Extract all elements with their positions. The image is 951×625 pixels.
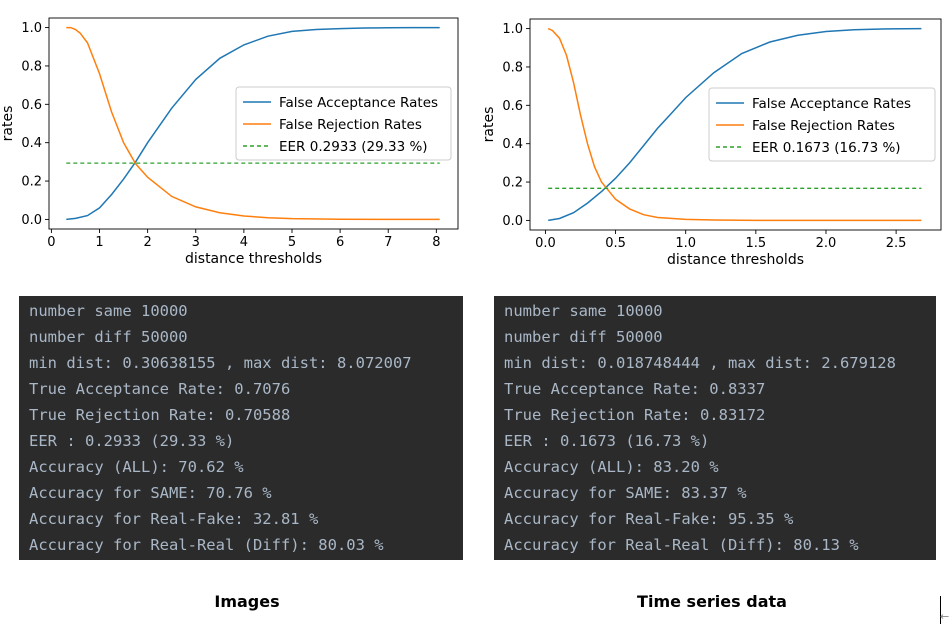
y-tick-label: 0.6 [21, 98, 42, 113]
caption-time-series: Time series data [637, 592, 787, 611]
y-tick-label: 0.8 [21, 59, 42, 74]
console-line-true-rejection: True Rejection Rate: 0.70588 [29, 406, 291, 424]
series-line-1 [547, 27, 922, 222]
x-tick-label: 3 [192, 235, 200, 250]
console-output-time-series: number same 10000 number diff 50000 min … [494, 296, 936, 560]
y-tick-label: 1.0 [502, 22, 523, 37]
console-line-accuracy-real-fake: Accuracy for Real-Fake: 32.81 % [29, 506, 463, 532]
y-tick-label: 0.0 [21, 213, 42, 228]
x-axis-label: distance thresholds [667, 252, 804, 268]
x-tick-label: 2.0 [816, 236, 837, 251]
console-line-min-max-dist: min dist: 0.018748444 , max dist: 2.6791… [504, 354, 896, 372]
console-line-prefix: Accuracy for [29, 510, 151, 528]
y-tick-label: 0.4 [502, 137, 523, 152]
console-line-accuracy-real-real: Accuracy for Real-Real (Diff): 80.03 % [29, 536, 384, 554]
console-line-accuracy-same: Accuracy for SAME: 83.37 % [504, 484, 747, 502]
x-tick-label: 0 [47, 235, 55, 250]
y-tick-label: 0.2 [21, 175, 42, 190]
x-tick-label: 1.5 [745, 236, 766, 251]
x-tick-label: 5 [288, 235, 296, 250]
legend-label-1: False Rejection Rates [752, 118, 895, 134]
console-line-min-max-dist: min dist: 0.30638155 , max dist: 8.07200… [29, 354, 412, 372]
highlighted-real-fake-accuracy: Real-Fake: 32.81 % [150, 506, 318, 532]
console-line-eer: EER : 0.2933 (29.33 %) [29, 432, 235, 450]
x-tick-label: 2 [144, 235, 152, 250]
y-axis-label: rates [0, 106, 16, 142]
arrow-left-icon: ← [940, 610, 950, 623]
highlighted-real-fake-accuracy: Real-Fake: 95.35 % [625, 506, 793, 532]
legend-label-0: False Acceptance Rates [752, 96, 911, 112]
x-axis-label: distance thresholds [185, 251, 322, 267]
divider-mark [940, 596, 941, 624]
axes-frame [529, 18, 942, 231]
legend-label-2: EER 0.2933 (29.33 %) [279, 139, 428, 155]
console-line-accuracy-real-fake: Accuracy for Real-Fake: 95.35 % [504, 506, 936, 532]
console-line-diff-count: number diff 50000 [29, 328, 188, 346]
console-line-same-count: number same 10000 [29, 302, 188, 320]
console-line-true-rejection: True Rejection Rate: 0.83172 [504, 406, 766, 424]
x-tick-label: 1 [95, 235, 103, 250]
legend-box [708, 87, 936, 162]
console-line-true-acceptance: True Acceptance Rate: 0.8337 [504, 380, 766, 398]
legend-box [235, 86, 452, 161]
x-tick-label: 8 [432, 235, 440, 250]
x-tick-label: 0.5 [605, 236, 626, 251]
console-line-accuracy-real-real: Accuracy for Real-Real (Diff): 80.13 % [504, 536, 859, 554]
x-tick-label: 1.0 [675, 236, 696, 251]
series-line-1 [66, 26, 440, 221]
legend: False Acceptance Rates False Rejection Ra… [708, 87, 936, 162]
y-tick-label: 0.6 [502, 99, 523, 114]
console-line-accuracy-all: Accuracy (ALL): 83.20 % [504, 458, 719, 476]
console-line-accuracy-all: Accuracy (ALL): 70.62 % [29, 458, 244, 476]
y-tick-label: 0.4 [21, 136, 42, 151]
legend: False Acceptance Rates False Rejection Ra… [235, 86, 452, 161]
console-line-accuracy-same: Accuracy for SAME: 70.76 % [29, 484, 272, 502]
legend-label-2: EER 0.1673 (16.73 %) [752, 140, 901, 156]
console-line-eer: EER : 0.1673 (16.73 %) [504, 432, 710, 450]
caption-images: Images [214, 592, 280, 611]
series-line-0 [548, 27, 922, 222]
x-tick-label: 4 [240, 235, 248, 250]
y-axis-label: rates [481, 107, 497, 143]
x-tick-label: 7 [384, 235, 392, 250]
console-line-prefix: Accuracy for [504, 510, 626, 528]
x-tick-label: 6 [336, 235, 344, 250]
chart-images: 0 1 2 3 4 5 6 7 8 0.0 0.2 0.4 0.6 0.8 1.0 distance thre… [0, 17, 459, 267]
x-tick-label: 2.5 [886, 236, 907, 251]
legend-label-1: False Rejection Rates [279, 117, 422, 133]
y-tick-label: 0.0 [502, 214, 523, 229]
console-output-images: number same 10000 number diff 50000 min … [19, 296, 463, 560]
console-line-true-acceptance: True Acceptance Rate: 0.7076 [29, 380, 291, 398]
y-tick-label: 0.2 [502, 176, 523, 191]
console-line-diff-count: number diff 50000 [504, 328, 663, 346]
y-tick-label: 1.0 [21, 21, 42, 36]
axes-frame [48, 17, 459, 230]
x-tick-label: 0.0 [535, 236, 556, 251]
series-line-0 [66, 26, 440, 221]
legend-label-0: False Acceptance Rates [279, 95, 438, 111]
chart-time-series: 0.0 0.5 1.0 1.5 2.0 2.50.00.20.40.60.81.0dist… [481, 18, 942, 268]
console-line-same-count: number same 10000 [504, 302, 663, 320]
y-tick-label: 0.8 [502, 60, 523, 75]
